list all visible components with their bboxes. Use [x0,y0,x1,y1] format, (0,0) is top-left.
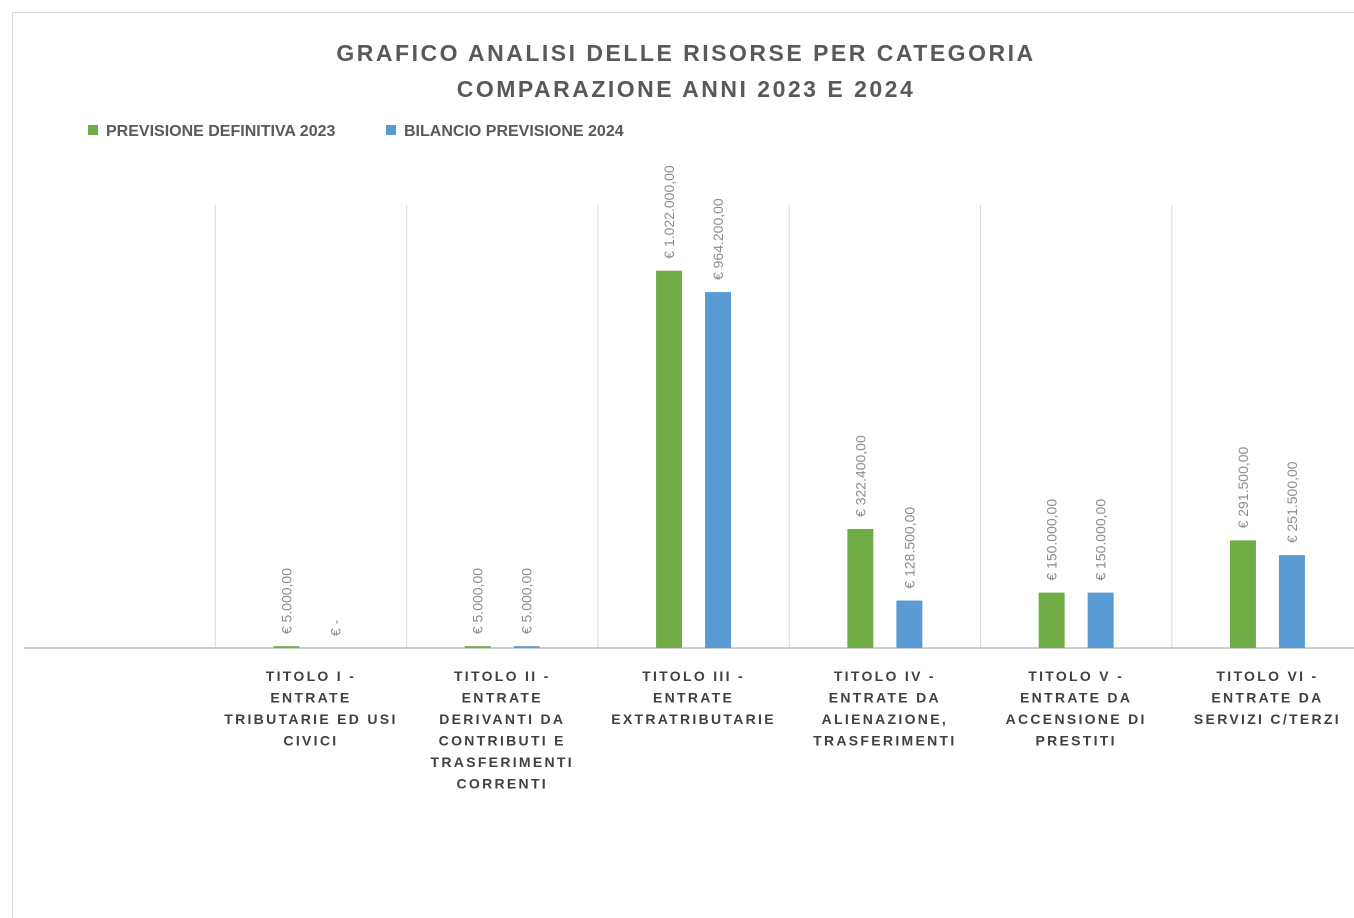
bar [705,292,732,648]
data-label: € 5.000,00 [278,568,294,634]
bar [1087,592,1114,648]
data-label: € 322.400,00 [852,435,868,517]
data-label: € 1.022.000,00 [661,165,677,259]
bar [464,646,491,648]
x-tick-label: TITOLO VI -ENTRATE DA SERVIZI C/TERZI [1194,668,1341,727]
bar [1229,540,1256,648]
chart-subtitle: COMPARAZIONE ANNI 2023 E 2024 [457,76,916,102]
x-tick-label: TITOLO I -ENTRATE TRIBUTARIE ED USI CIVICI [224,668,397,749]
data-label: € 964.200,00 [710,198,726,280]
bar [656,270,683,648]
data-label: € 251.500,00 [1284,461,1300,543]
legend-swatch [386,125,396,135]
data-label: € 150.000,00 [1044,499,1060,581]
chart-title: GRAFICO ANALISI DELLE RISORSE PER CATEGO… [336,40,1035,66]
bar [273,646,300,648]
x-tick-label: TITOLO V -ENTRATE DA ACCENSIONE DI PRESTIT… [1006,668,1147,749]
data-label: € 5.000,00 [519,568,535,634]
x-tick-label: TITOLO II -ENTRATE DERIVANTI DA CONTRIBUTI… [431,668,574,792]
data-label: € 150.000,00 [1093,499,1109,581]
bar [896,600,923,648]
chart-border [12,12,1354,918]
data-label: € 291.500,00 [1235,446,1251,528]
data-label: € 5.000,00 [470,568,486,634]
legend-label: PREVISIONE DEFINITIVA 2023 [106,123,336,140]
legend-swatch [88,125,98,135]
bar [1278,555,1305,648]
bar [1038,592,1065,648]
bar [847,528,874,648]
legend-label: BILANCIO PREVISIONE 2024 [404,123,624,140]
x-tick-label: TITOLO IV -ENTRATE DA ALIENAZIONE, TRASFER… [813,668,956,749]
x-tick-label: TITOLO III -ENTRATE EXTRATRIBUTARIE [611,668,776,727]
bar [513,646,540,648]
data-label: € 128.500,00 [901,507,917,589]
data-label: € - [327,619,343,636]
